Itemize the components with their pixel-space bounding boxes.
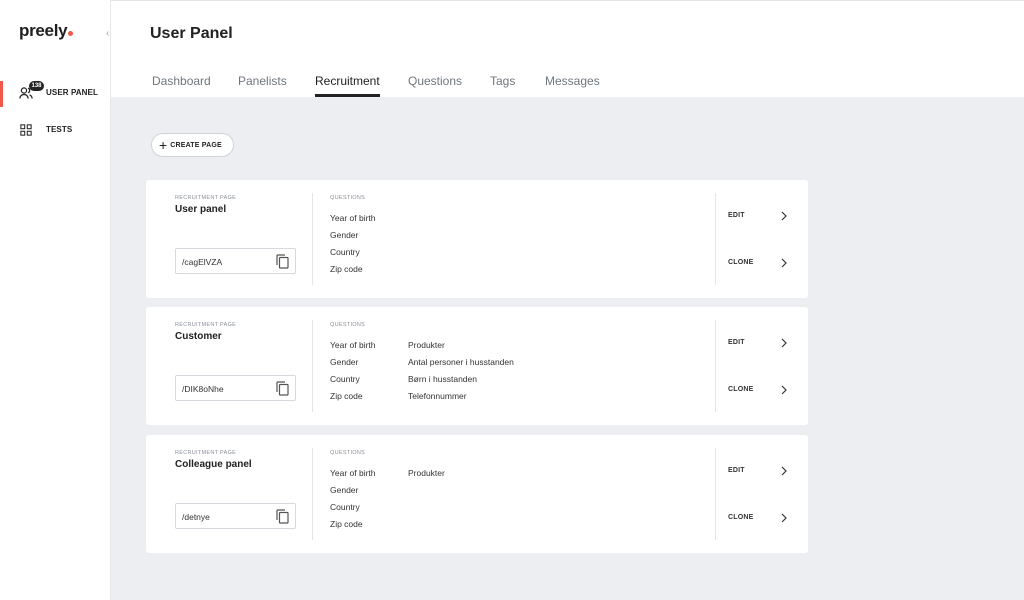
recruitment-card: RECRUITMENT PAGE Customer /DIK8oNhe QUES… [146, 307, 808, 425]
question-item: Zip code [330, 264, 363, 274]
edit-button[interactable]: EDIT [728, 339, 745, 346]
copy-icon[interactable] [276, 381, 289, 396]
chevron-right-icon[interactable] [780, 258, 788, 268]
questions-list: Year of birth Gender Country Zip code [330, 212, 376, 280]
divider [312, 193, 313, 285]
recruitment-page-label: RECRUITMENT PAGE [175, 322, 237, 328]
tab-dashboard[interactable]: Dashboard [152, 74, 211, 88]
chevron-right-icon[interactable] [780, 211, 788, 221]
question-item: Gender [330, 485, 359, 495]
copy-icon[interactable] [276, 254, 289, 269]
question-item: Year of birth [330, 468, 376, 478]
question-item: Antal personer i husstanden [408, 357, 514, 367]
recruitment-card: RECRUITMENT PAGE Colleague panel /detnye… [146, 435, 808, 553]
divider [312, 448, 313, 540]
user-count-badge: 138 [29, 81, 44, 91]
questions-label: QUESTIONS [330, 450, 366, 456]
chevron-right-icon[interactable] [780, 466, 788, 476]
questions-list: Year of birth Gender Country Zip code [330, 339, 376, 407]
main-content: + CREATE PAGE RECRUITMENT PAGE User pane… [111, 97, 1024, 600]
question-item: Telefonnummer [408, 391, 467, 401]
clone-button[interactable]: CLONE [728, 514, 754, 521]
questions-list-extra: Produkter Antal personer i husstanden Bø… [408, 339, 514, 407]
question-item: Børn i husstanden [408, 374, 477, 384]
sidebar-item-label: TESTS [46, 125, 73, 134]
create-page-label: CREATE PAGE [170, 141, 222, 149]
chevron-right-icon[interactable] [780, 385, 788, 395]
questions-list-extra: Produkter [408, 467, 445, 484]
logo[interactable]: preely [19, 21, 74, 41]
page-link-text: /cagElVZA [182, 257, 223, 267]
question-item: Produkter [408, 340, 445, 350]
tab-questions[interactable]: Questions [408, 74, 463, 88]
recruitment-page-label: RECRUITMENT PAGE [175, 450, 237, 456]
plus-icon: + [159, 137, 168, 153]
question-item: Country [330, 374, 360, 384]
question-item: Country [330, 247, 360, 257]
top-border [0, 0, 1024, 1]
sidebar-item-label: USER PANEL [46, 88, 98, 97]
sidebar: preely ‹ 138 USER PANEL TESTS [0, 0, 111, 600]
divider [715, 320, 716, 412]
recruitment-page-label: RECRUITMENT PAGE [175, 195, 237, 201]
question-item: Zip code [330, 519, 363, 529]
page-title: User Panel [150, 25, 233, 42]
recruitment-page-name: Colleague panel [175, 459, 252, 470]
collapse-sidebar-icon[interactable]: ‹ [106, 28, 110, 39]
tab-tags[interactable]: Tags [490, 74, 516, 88]
recruitment-page-name: User panel [175, 204, 227, 215]
edit-button[interactable]: EDIT [728, 212, 745, 219]
question-item: Country [330, 502, 360, 512]
question-item: Zip code [330, 391, 363, 401]
chevron-right-icon[interactable] [780, 338, 788, 348]
logo-dot [68, 31, 74, 36]
users-icon [19, 87, 33, 99]
divider [715, 448, 716, 540]
sidebar-item-user-panel[interactable]: 138 USER PANEL [0, 81, 110, 107]
edit-button[interactable]: EDIT [728, 467, 745, 474]
questions-label: QUESTIONS [330, 195, 366, 201]
logo-text: preely [19, 21, 68, 40]
page-link-text: /detnye [182, 512, 210, 522]
tab-messages[interactable]: Messages [545, 74, 600, 88]
questions-list: Year of birth Gender Country Zip code [330, 467, 376, 535]
recruitment-card: RECRUITMENT PAGE User panel /cagElVZA QU… [146, 180, 808, 298]
question-item: Year of birth [330, 213, 376, 223]
grid-icon [20, 124, 32, 136]
recruitment-page-name: Customer [175, 331, 222, 342]
question-item: Gender [330, 230, 359, 240]
copy-icon[interactable] [276, 509, 289, 524]
tab-bar: Dashboard Panelists Recruitment Question… [111, 64, 1024, 97]
question-item: Produkter [408, 468, 445, 478]
questions-label: QUESTIONS [330, 322, 366, 328]
page-link-field[interactable]: /DIK8oNhe [175, 375, 296, 401]
question-item: Gender [330, 357, 359, 367]
page-link-field[interactable]: /cagElVZA [175, 248, 296, 274]
divider [312, 320, 313, 412]
page-link-text: /DIK8oNhe [182, 384, 224, 394]
create-page-button[interactable]: + CREATE PAGE [151, 133, 234, 157]
sidebar-item-tests[interactable]: TESTS [0, 119, 110, 143]
chevron-right-icon[interactable] [780, 513, 788, 523]
page-link-field[interactable]: /detnye [175, 503, 296, 529]
tab-panelists[interactable]: Panelists [238, 74, 287, 88]
question-item: Year of birth [330, 340, 376, 350]
clone-button[interactable]: CLONE [728, 386, 754, 393]
divider [715, 193, 716, 285]
clone-button[interactable]: CLONE [728, 259, 754, 266]
tab-recruitment[interactable]: Recruitment [315, 74, 380, 97]
